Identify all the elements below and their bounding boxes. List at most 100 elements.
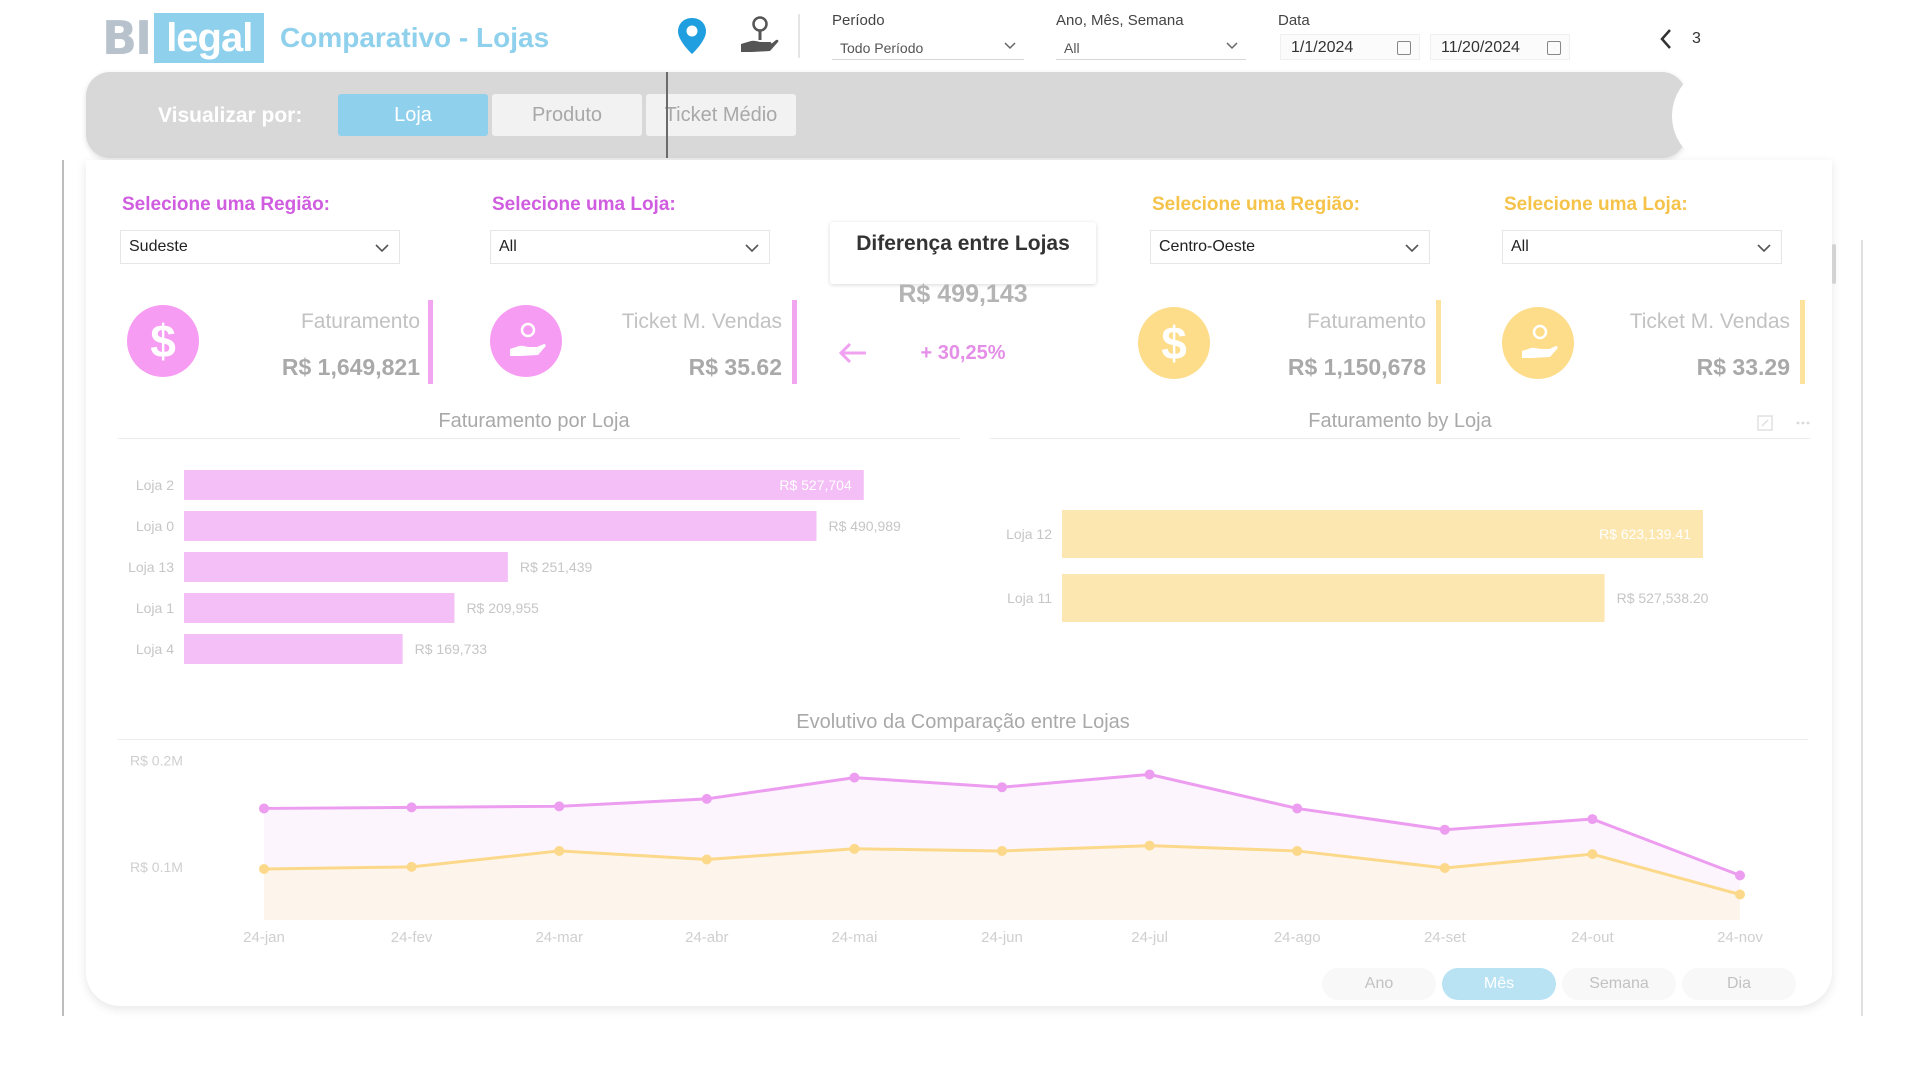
data-point[interactable] (701, 793, 712, 804)
left-chart-rule (118, 438, 960, 439)
chevron-down-icon (745, 244, 759, 253)
x-tick-label: 24-nov (1717, 929, 1763, 946)
focus-mode-icon[interactable] (1756, 414, 1774, 432)
scrollbar-thumb[interactable] (1832, 244, 1836, 284)
location-pin-icon[interactable] (670, 14, 714, 58)
data-point[interactable] (406, 861, 417, 872)
bar-category-label: Loja 12 (1006, 526, 1052, 542)
x-tick-label: 24-fev (391, 929, 433, 946)
right-region-dropdown[interactable]: Centro-Oeste (1150, 230, 1430, 264)
left-bar-chart: Loja 2 R$ 527,704 Loja 0 R$ 490,989 Loja 13 R… (128, 470, 901, 664)
data-point[interactable] (1144, 840, 1155, 851)
view-produto-button[interactable]: Produto (492, 94, 642, 136)
right-bar-chart: Loja 12 R$ 623,139.41 Loja 11 R$ 527,538.20 (1006, 510, 1709, 622)
data-point[interactable] (406, 802, 417, 813)
date-end-input[interactable]: 11/20/2024 (1430, 34, 1570, 60)
date-start-input[interactable]: 1/1/2024 (1280, 34, 1420, 60)
bar-value-label: R$ 623,139.41 (1599, 526, 1691, 542)
view-by-label: Visualizar por: (158, 104, 303, 127)
data-point[interactable] (997, 845, 1007, 856)
date-end-value: 11/20/2024 (1441, 39, 1520, 56)
bar-category-label: Loja 4 (136, 641, 174, 657)
data-point[interactable] (259, 803, 269, 814)
left-region-dropdown[interactable]: Sudeste (120, 230, 400, 264)
more-options-icon[interactable] (1794, 414, 1812, 432)
x-tick-label: 24-ago (1274, 929, 1321, 946)
diff-value: R$ 499,143 (898, 280, 1028, 308)
granularity-mes-button[interactable]: Mês (1442, 968, 1556, 1000)
periodo-label: Período (832, 12, 885, 29)
left-region-value: Sudeste (129, 238, 188, 255)
calendar-icon[interactable] (1547, 41, 1561, 55)
date-start-value: 1/1/2024 (1291, 39, 1354, 56)
data-point[interactable] (554, 801, 565, 812)
money-hand-icon[interactable] (736, 14, 780, 58)
left-ticket-value: R$ 35.62 (688, 354, 782, 380)
evolution-line-chart: R$ 0.2M R$ 0.1M 24-jan 24-fev 24-mar 24-abr 24… (130, 753, 1763, 946)
data-point[interactable] (849, 843, 860, 854)
line-chart-rule (118, 739, 1808, 740)
bar[interactable] (1062, 510, 1703, 558)
data-point[interactable] (1144, 769, 1155, 780)
bar[interactable] (184, 634, 403, 664)
left-faturamento-title: Faturamento (300, 310, 420, 333)
right-faturamento-title: Faturamento (1306, 310, 1426, 333)
periodo-value: Todo Período (840, 40, 924, 56)
data-point[interactable] (849, 772, 860, 783)
right-store-dropdown[interactable]: All (1502, 230, 1782, 264)
view-loja-button[interactable]: Loja (338, 94, 488, 136)
data-point[interactable] (1439, 824, 1450, 835)
data-point[interactable] (1735, 889, 1745, 900)
bar[interactable] (184, 593, 455, 623)
left-region-label: Selecione uma Região: (122, 194, 331, 215)
left-store-value: All (499, 238, 517, 255)
data-point[interactable] (259, 864, 269, 874)
granularity-semana-button[interactable]: Semana (1562, 968, 1676, 1000)
right-region-value: Centro-Oeste (1159, 238, 1256, 255)
bar-category-label: Loja 11 (1007, 590, 1052, 606)
bar[interactable] (184, 470, 864, 500)
diff-percentage: + 30,25% (920, 342, 1006, 364)
right-ticket-value: R$ 33.29 (1696, 354, 1790, 380)
money-hand-icon (490, 305, 562, 377)
granularity-dia-button[interactable]: Dia (1682, 968, 1796, 1000)
left-ticket-accent (792, 300, 797, 384)
data-point[interactable] (1587, 814, 1598, 825)
periodo-dropdown[interactable]: Todo Período (832, 36, 1024, 60)
view-ticket-medio-button[interactable]: Ticket Médio (646, 94, 796, 136)
data-point[interactable] (701, 854, 712, 865)
data-label: Data (1278, 12, 1310, 29)
y-tick-label: R$ 0.1M (130, 859, 183, 875)
bar-value-label: R$ 490,989 (828, 518, 901, 534)
data-point[interactable] (1587, 849, 1598, 860)
data-point[interactable] (554, 845, 565, 856)
ano-mes-semana-dropdown[interactable]: All (1056, 36, 1246, 60)
header-divider (798, 14, 800, 58)
arrow-left-icon (838, 342, 866, 364)
money-hand-icon (1502, 307, 1574, 379)
right-bar-chart-title: Faturamento by Loja (1308, 410, 1492, 432)
chevron-left-icon[interactable] (1656, 26, 1676, 52)
calendar-icon[interactable] (1397, 41, 1411, 55)
x-tick-label: 24-jun (981, 929, 1023, 946)
data-point[interactable] (997, 782, 1007, 793)
data-point[interactable] (1735, 870, 1745, 881)
bar[interactable] (184, 552, 508, 582)
data-point[interactable] (1292, 845, 1303, 856)
bar[interactable] (1062, 574, 1605, 622)
data-point[interactable] (1292, 803, 1303, 814)
left-faturamento-value: R$ 1,649,821 (281, 354, 420, 380)
x-tick-label: 24-abr (685, 929, 728, 946)
right-store-value: All (1511, 238, 1529, 255)
left-store-dropdown[interactable]: All (490, 230, 770, 264)
bar[interactable] (184, 511, 817, 541)
chevron-down-icon (1004, 42, 1016, 50)
bar-category-label: Loja 0 (136, 518, 174, 534)
granularity-ano-button[interactable]: Ano (1322, 968, 1436, 1000)
x-tick-label: 24-jan (243, 929, 285, 946)
chevron-down-icon (375, 244, 389, 253)
y-tick-label: R$ 0.2M (130, 753, 183, 769)
right-store-label: Selecione uma Loja: (1504, 194, 1688, 215)
data-point[interactable] (1439, 862, 1450, 873)
